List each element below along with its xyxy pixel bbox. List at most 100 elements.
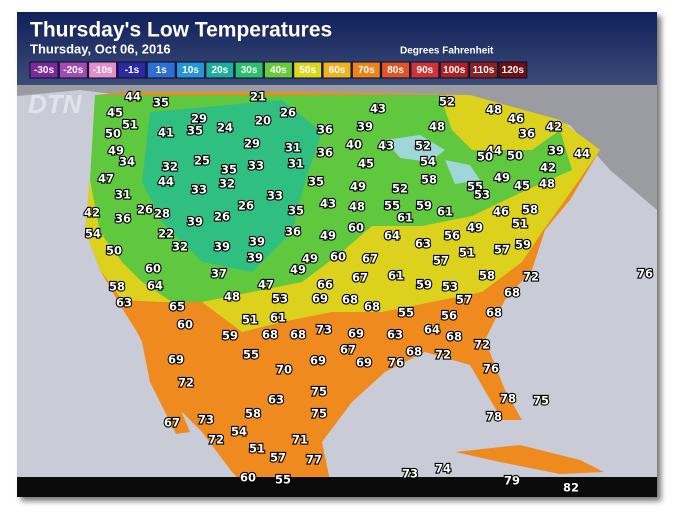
- temperature: 36: [115, 212, 131, 226]
- temperature: 25: [194, 154, 210, 168]
- legend-swatch: [29, 61, 59, 79]
- temperature: 55: [398, 306, 414, 320]
- temperature: 36: [519, 127, 535, 141]
- temperature: 49: [108, 144, 124, 158]
- temperature: 78: [486, 410, 502, 424]
- legend-swatch: [410, 61, 440, 79]
- temperature: 58: [522, 203, 538, 217]
- temperature: 39: [548, 144, 564, 158]
- temperature: 60: [177, 318, 193, 332]
- temperature: 43: [370, 102, 386, 116]
- temperature: 45: [514, 179, 530, 193]
- temperature: 51: [122, 118, 138, 132]
- temperature: 50: [507, 149, 523, 163]
- temperature: 68: [446, 330, 462, 344]
- temperature: 54: [420, 155, 436, 169]
- legend-swatch: [351, 61, 381, 79]
- temperature-labels: 44 35 21 52 48 46 42 45 29 20 26 43 51 41 35 24 36 39 48 36…: [83, 88, 654, 495]
- temperature: 58: [479, 269, 495, 283]
- temperature: 49: [290, 263, 306, 277]
- temperature: 72: [474, 338, 490, 352]
- temperature: 47: [98, 172, 114, 186]
- temperature: 50: [105, 127, 121, 141]
- temperature: 68: [406, 345, 422, 359]
- legend-label: -30s: [34, 65, 54, 76]
- map-date: Thursday, Oct 06, 2016: [30, 41, 171, 56]
- temperature: 33: [248, 159, 264, 173]
- map-base: [17, 85, 657, 497]
- temperature: 36: [317, 146, 333, 160]
- temperature: 48: [486, 103, 502, 117]
- legend-swatch: [498, 61, 528, 79]
- legend-swatch: [439, 61, 469, 79]
- temperature: 72: [523, 270, 539, 284]
- temperature: 68: [290, 328, 306, 342]
- temperature: 68: [364, 300, 380, 314]
- legend-swatch: [117, 61, 147, 79]
- temperature: 42: [540, 161, 556, 175]
- temperature: 49: [350, 180, 366, 194]
- temperature: 49: [320, 229, 336, 243]
- temperature: 63: [116, 296, 132, 310]
- legend-label: 30s: [241, 65, 258, 76]
- temperature: 40: [346, 138, 362, 152]
- legend-label: 100s: [443, 65, 466, 76]
- temperature: 48: [224, 290, 240, 304]
- temperature: 31: [285, 141, 301, 155]
- temperature: 43: [320, 197, 336, 211]
- temperature: 67: [164, 416, 180, 430]
- legend-label: 90s: [417, 65, 434, 76]
- temperature: 36: [317, 123, 333, 137]
- temperature: 53: [474, 188, 490, 202]
- temperature: 52: [439, 95, 455, 109]
- temperature: 60: [145, 262, 161, 276]
- temperature: 44: [486, 144, 502, 158]
- temperature: 55: [243, 348, 259, 362]
- temperature: 28: [154, 207, 170, 221]
- legend-swatch: [381, 61, 411, 79]
- temperature: 26: [137, 203, 153, 217]
- temperature: 39: [247, 251, 263, 265]
- temperature: 41: [158, 126, 174, 140]
- temperature: 78: [500, 392, 516, 406]
- temperature: 33: [267, 189, 283, 203]
- temperature: 37: [211, 267, 227, 281]
- temperature: 68: [262, 328, 278, 342]
- temperature: 69: [312, 292, 328, 306]
- map-title: Thursday's Low Temperatures: [30, 19, 332, 42]
- legend-label: -20s: [63, 65, 83, 76]
- legend-label: 80s: [387, 65, 404, 76]
- temperature: 56: [441, 309, 457, 323]
- temperature: 75: [311, 407, 327, 421]
- temperature: 22: [158, 227, 174, 241]
- temperature: 54: [85, 227, 101, 241]
- temperature: 49: [494, 171, 510, 185]
- temperature: 74: [435, 462, 451, 476]
- temperature: 35: [308, 175, 324, 189]
- temperature: 39: [249, 235, 265, 249]
- legend-swatch: [469, 61, 498, 79]
- legend-swatch: [293, 61, 323, 79]
- temperature: 35: [221, 163, 237, 177]
- temperature: 55: [275, 473, 291, 487]
- temperature: 57: [433, 254, 449, 268]
- legend-label: 60s: [329, 65, 346, 76]
- temperature: 76: [483, 362, 499, 376]
- legend-label: 110s: [473, 65, 495, 76]
- legend-swatch: [263, 61, 293, 79]
- temperature: 60: [240, 471, 256, 485]
- temperature: 61: [270, 311, 286, 325]
- temperature: 69: [310, 354, 326, 368]
- temperature: 56: [444, 229, 460, 243]
- temperature: 61: [388, 269, 404, 283]
- temperature: 65: [169, 300, 185, 314]
- temperature: 75: [533, 394, 549, 408]
- temperature: 66: [317, 278, 333, 292]
- temperature: 55: [384, 199, 400, 213]
- temperature: 68: [504, 286, 520, 300]
- legend-label: -10s: [93, 65, 113, 76]
- temperature: 26: [214, 210, 230, 224]
- temperature: 71: [292, 433, 308, 447]
- temperature: 48: [539, 177, 555, 191]
